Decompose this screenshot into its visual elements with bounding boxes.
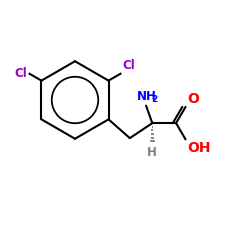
- Text: OH: OH: [187, 140, 210, 154]
- Text: O: O: [187, 92, 199, 106]
- Text: 2: 2: [152, 95, 158, 104]
- Text: Cl: Cl: [122, 59, 135, 72]
- Text: NH: NH: [137, 90, 157, 103]
- Text: H: H: [147, 146, 157, 159]
- Text: Cl: Cl: [15, 67, 28, 80]
